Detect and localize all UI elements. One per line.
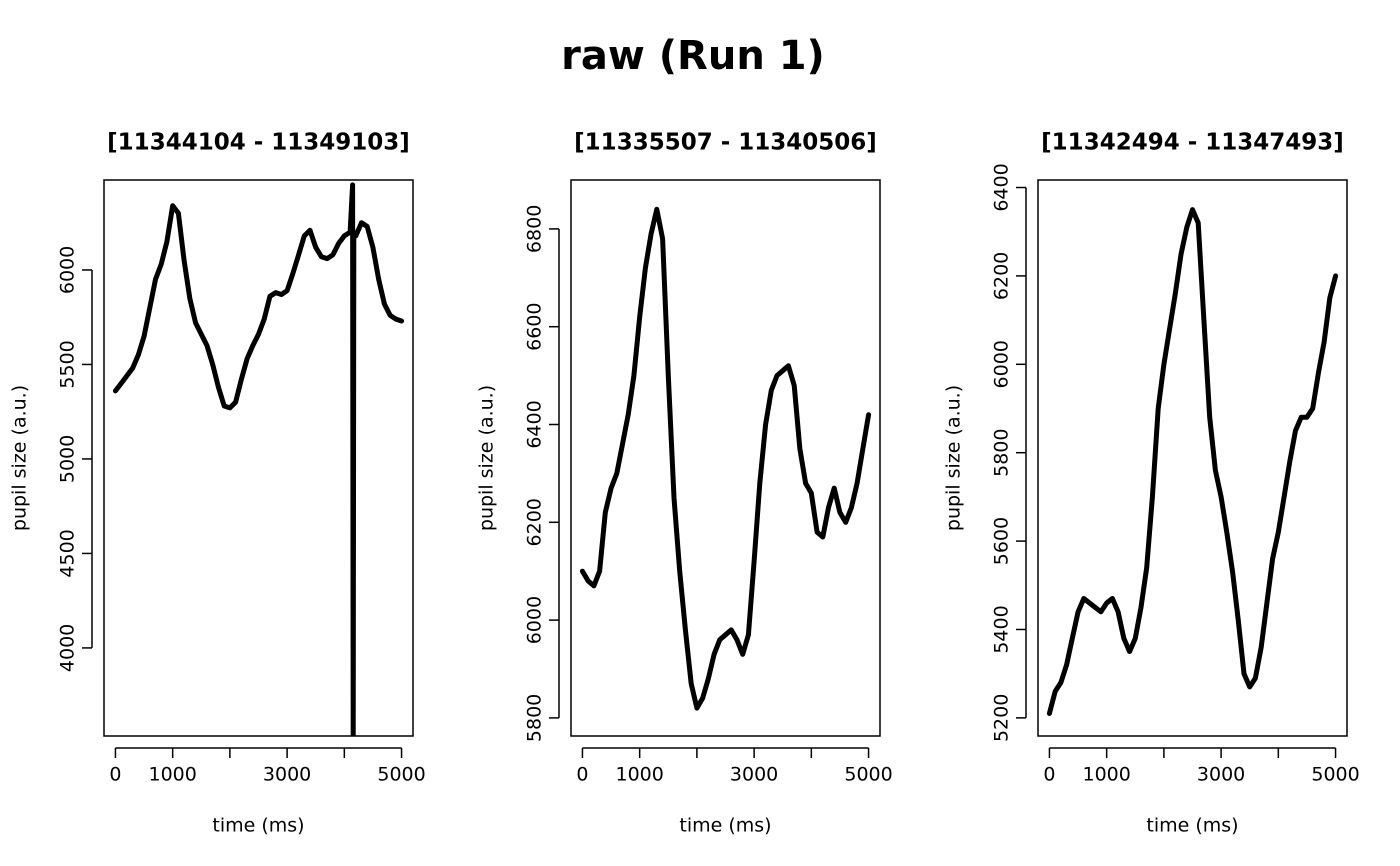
y-axis-label: pupil size (a.u.) bbox=[476, 385, 498, 531]
y-tick-label: 6000 bbox=[991, 340, 1013, 388]
x-tick-label: 3000 bbox=[263, 764, 311, 786]
x-tick-label: 5000 bbox=[844, 764, 892, 786]
figure-title: raw (Run 1) bbox=[561, 33, 825, 79]
y-tick-label: 4500 bbox=[57, 529, 79, 577]
y-tick-label: 5400 bbox=[991, 605, 1013, 653]
x-axis-label: time (ms) bbox=[212, 815, 304, 837]
x-tick-label: 5000 bbox=[377, 764, 425, 786]
x-tick-label: 0 bbox=[1043, 764, 1055, 786]
plot-frame bbox=[1037, 179, 1348, 737]
data-line bbox=[579, 206, 872, 711]
y-axis-label: pupil size (a.u.) bbox=[9, 385, 31, 531]
x-tick-label: 0 bbox=[109, 764, 121, 786]
y-axis-label: pupil size (a.u.) bbox=[943, 385, 965, 531]
plot-frame bbox=[103, 179, 414, 737]
x-tick-label: 3000 bbox=[1197, 764, 1245, 786]
data-line bbox=[1046, 207, 1339, 716]
x-tick-label: 1000 bbox=[1082, 764, 1130, 786]
y-tick-label: 6200 bbox=[991, 252, 1013, 300]
x-tick-label: 1000 bbox=[615, 764, 663, 786]
y-tick-label: 5500 bbox=[57, 340, 79, 388]
y-tick-label: 6600 bbox=[524, 303, 546, 351]
x-tick-label: 1000 bbox=[148, 764, 196, 786]
y-tick-label: 5000 bbox=[57, 435, 79, 483]
y-tick-label: 6200 bbox=[524, 498, 546, 546]
y-tick-label: 6000 bbox=[524, 596, 546, 644]
panel-title: [11342494 - 11347493] bbox=[1041, 130, 1344, 156]
y-tick-label: 5800 bbox=[524, 694, 546, 742]
x-axis-label: time (ms) bbox=[679, 815, 771, 837]
y-tick-label: 6400 bbox=[991, 163, 1013, 211]
y-tick-label: 6800 bbox=[524, 205, 546, 253]
panel-title: [11335507 - 11340506] bbox=[574, 130, 877, 156]
y-tick-label: 5600 bbox=[991, 517, 1013, 565]
x-axis-label: time (ms) bbox=[1146, 815, 1238, 837]
y-tick-label: 6400 bbox=[524, 400, 546, 448]
y-tick-label: 4000 bbox=[57, 624, 79, 672]
data-line bbox=[112, 182, 405, 736]
x-tick-label: 0 bbox=[576, 764, 588, 786]
y-tick-label: 5800 bbox=[991, 429, 1013, 477]
y-tick-label: 6000 bbox=[57, 246, 79, 294]
y-tick-label: 5200 bbox=[991, 694, 1013, 742]
x-tick-label: 5000 bbox=[1311, 764, 1359, 786]
x-tick-label: 3000 bbox=[730, 764, 778, 786]
panel-title: [11344104 - 11349103] bbox=[107, 130, 410, 156]
plot-frame bbox=[570, 179, 881, 737]
